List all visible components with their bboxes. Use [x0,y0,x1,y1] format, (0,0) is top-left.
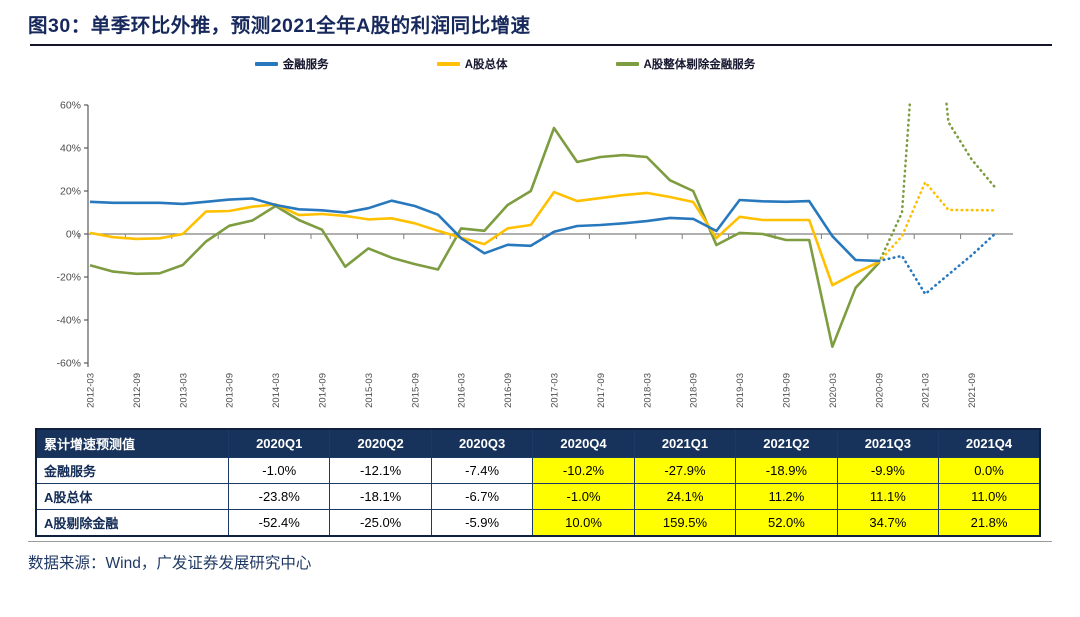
legend-label: A股总体 [464,59,508,71]
table-cell: 24.1% [633,483,737,510]
table-header-label: 累计增速预测值 [35,428,229,458]
y-axis-tick-label: -60% [56,358,81,370]
x-axis-tick-label: 2015-03 [364,373,375,408]
legend-dash-icon [254,62,278,66]
y-axis-tick-label: -20% [56,272,81,284]
footer-divider [28,541,1052,542]
table-cell: -18.1% [329,483,432,510]
chart-legend: 金融服务 A股总体 A股整体剔除金融服务 [0,56,1045,72]
chart-line-金融服务 [89,197,879,263]
series-group [89,102,997,348]
table-row-label: 金融服务 [35,457,229,484]
x-axis-tick-label: 2020-03 [828,373,839,408]
legend-dash-icon [615,62,639,66]
x-axis-tick-label: 2017-09 [596,373,607,408]
y-axis-tick-label: 60% [60,100,81,112]
x-axis-tick-label: 2013-09 [225,373,236,408]
table-row-label: A股剔除金融 [35,509,229,537]
figure-title: 图30：单季环比外推，预测2021全年A股的利润同比增速 [28,15,531,37]
x-axis-tick-label: 2018-03 [642,373,653,408]
x-axis-tick-label: 2020-09 [874,373,885,408]
x-axis-tick-label: 2021-03 [921,373,932,408]
table-cell: 11.2% [735,483,838,510]
title-divider [30,44,1052,46]
table-cell: 10.0% [532,509,635,537]
table-cell: -6.7% [430,483,534,510]
table-cell: -1.0% [227,457,331,484]
y-axis-tick-label: 40% [60,143,81,155]
x-axis-tick-label: 2018-09 [689,373,700,408]
table-cell: 52.0% [735,509,838,537]
table-cell: -10.2% [532,457,635,484]
legend-dash-icon [436,62,460,66]
table-cell: -27.9% [633,457,737,484]
table-header-2020Q3: 2020Q3 [430,428,534,458]
chart-line-forecast-A股总体 [877,179,997,264]
table-header-2021Q1: 2021Q1 [633,428,737,458]
table-cell: 159.5% [633,509,737,537]
x-axis-tick-label: 2019-09 [782,373,793,408]
table-header-2020Q4: 2020Q4 [532,428,635,458]
table-cell: 0.0% [938,457,1041,484]
legend-item-1: A股总体 [436,56,508,72]
x-axis-tick-label: 2016-03 [457,373,468,408]
forecast-table-head: 累计增速预测值 2020Q1 2020Q2 2020Q3 2020Q4 2021Q1 202… [35,428,1041,458]
table-cell: 11.0% [938,483,1041,510]
table-row-金融服务: 金融服务 -1.0% -12.1% -7.4% -10.2% -27.9% -18.9% -9… [35,457,1041,484]
forecast-table-body: 金融服务 -1.0% -12.1% -7.4% -10.2% -27.9% -18.9% -9… [35,457,1041,537]
x-axis-tick-label: 2012-03 [86,373,97,408]
table-header-2021Q4: 2021Q4 [938,428,1041,458]
table-header-2021Q2: 2021Q2 [735,428,838,458]
table-cell: -52.4% [227,509,331,537]
table-cell: -12.1% [329,457,432,484]
x-axis-tick-label: 2021-09 [967,373,978,408]
y-axis-tick-label: 0% [66,229,81,241]
legend-item-0: 金融服务 [254,56,329,72]
y-axis-tick-label: -40% [56,315,81,327]
table-row-label: A股总体 [35,483,229,510]
chart-canvas: 60% 40% 20% 0% -20% -40% -60% 2012-03 2012-09 201… [56,100,1013,408]
y-axis-tick-label: 20% [60,186,81,198]
x-axis-tick-label: 2012-09 [132,373,143,408]
chart-line-forecast-A股整体剔除金融服务 [877,102,997,265]
x-axis-tick-label: 2017-03 [550,373,561,408]
table-cell: -25.0% [329,509,432,537]
chart-line-A股整体剔除金融服务 [89,126,880,348]
x-axis-tick-label: 2016-09 [503,373,514,408]
line-chart: 60% 40% 20% 0% -20% -40% -60% 2012-03 2012-09 201… [0,85,1080,430]
table-cell: 21.8% [938,509,1041,537]
table-cell: -7.4% [430,457,534,484]
x-axis-tick-label: 2013-03 [178,373,189,408]
chart-line-forecast-金融服务 [877,232,997,296]
table-row-A股剔除金融: A股剔除金融 -52.4% -25.0% -5.9% 10.0% 159.5% 52.0% 3… [35,509,1041,537]
x-axis-tick-label: 2014-09 [318,373,329,408]
x-axis-tick-label: 2019-03 [735,373,746,408]
table-cell: -23.8% [227,483,331,510]
table-row-A股总体: A股总体 -23.8% -18.1% -6.7% -1.0% 24.1% 11.2% 11.1… [35,483,1041,510]
table-header-2020Q1: 2020Q1 [227,428,331,458]
x-axis-tick-label: 2015-09 [410,373,421,408]
table-header-2020Q2: 2020Q2 [329,428,432,458]
table-cell: -5.9% [430,509,534,537]
table-cell: -1.0% [532,483,635,510]
forecast-table: 累计增速预测值 2020Q1 2020Q2 2020Q3 2020Q4 2021Q1 202… [35,428,1041,537]
legend-label: A股整体剔除金融服务 [643,59,756,71]
chart-line-A股总体 [89,190,880,287]
x-axis-tick-label: 2014-03 [271,373,282,408]
table-header-2021Q3: 2021Q3 [836,428,940,458]
table-cell: 34.7% [836,509,940,537]
legend-item-2: A股整体剔除金融服务 [615,56,756,72]
table-cell: -9.9% [836,457,940,484]
legend-label: 金融服务 [282,59,329,71]
table-cell: 11.1% [836,483,940,510]
data-source: 数据来源：Wind，广发证券发展研究中心 [28,555,312,572]
table-cell: -18.9% [735,457,838,484]
